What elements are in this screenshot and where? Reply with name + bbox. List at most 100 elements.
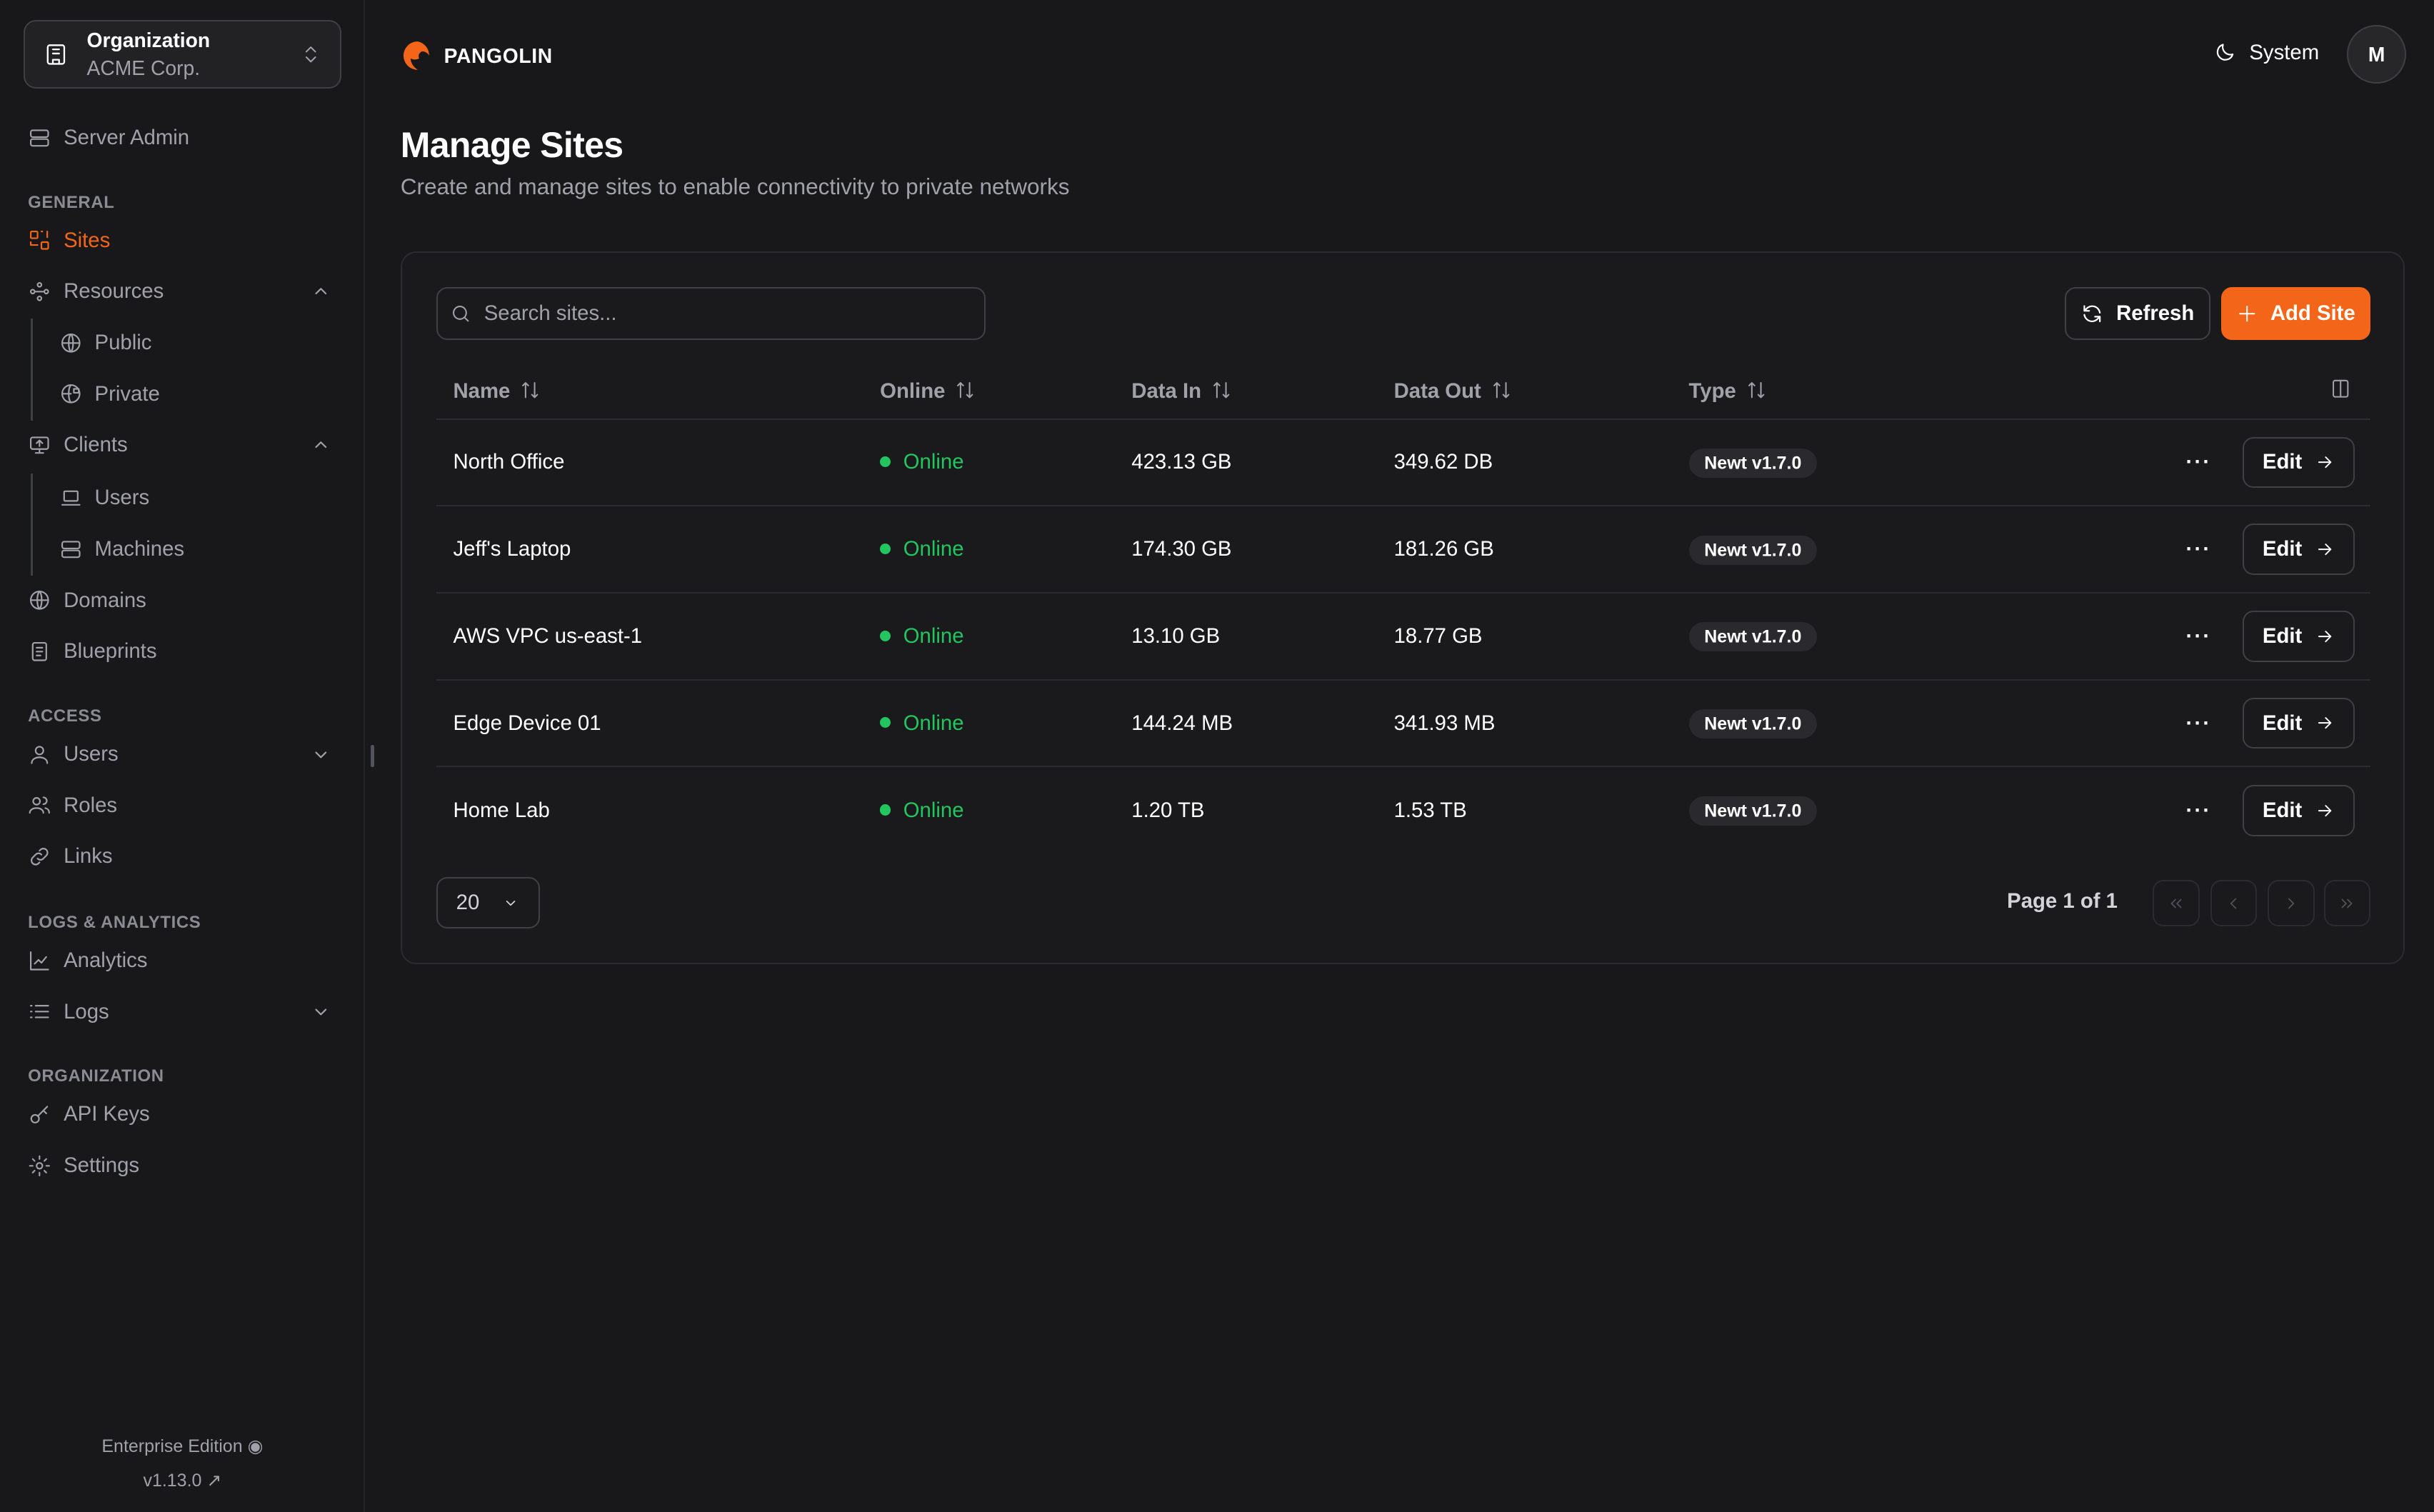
more-actions-button[interactable]: ··· — [2185, 450, 2212, 474]
header-label: Name — [453, 379, 511, 404]
column-header-type[interactable]: Type — [1671, 364, 1965, 420]
edition-label[interactable]: Enterprise Edition ◉ — [0, 1436, 365, 1457]
section-access: ACCESS — [28, 706, 102, 726]
columns-icon — [2333, 379, 2349, 398]
sidebar-item-machines[interactable]: Machines — [59, 537, 370, 561]
edit-button[interactable]: Edit — [2242, 784, 2355, 836]
header-label: Type — [1688, 379, 1736, 404]
sort-icon — [1213, 382, 1230, 399]
pangolin-logo-icon — [403, 41, 429, 71]
refresh-label: Refresh — [2116, 301, 2195, 325]
refresh-button[interactable]: Refresh — [2064, 286, 2210, 340]
sidebar-item-clients[interactable]: Clients — [28, 433, 339, 457]
edit-label: Edit — [2262, 711, 2303, 735]
site-name: Jeff's Laptop — [436, 506, 863, 594]
sidebar-item-client-users[interactable]: Users — [59, 486, 370, 510]
edit-button[interactable]: Edit — [2242, 697, 2355, 749]
add-site-button[interactable]: Add Site — [2221, 286, 2370, 340]
last-page-button[interactable] — [2323, 880, 2370, 927]
data-in: 144.24 MB — [1114, 679, 1377, 768]
chevrons-right-icon — [2341, 898, 2353, 908]
avatar[interactable]: M — [2347, 24, 2406, 84]
more-actions-button[interactable]: ··· — [2185, 711, 2212, 735]
search-icon — [452, 305, 469, 322]
table-row: Jeff's Laptop Online 174.30 GB 181.26 GB… — [436, 506, 2370, 594]
sidebar-item-public[interactable]: Public — [59, 331, 370, 355]
version-link[interactable]: v1.13.0 ↗ — [0, 1470, 365, 1491]
more-actions-button[interactable]: ··· — [2185, 537, 2212, 561]
chevron-down-icon — [314, 751, 326, 758]
page-size-select[interactable]: 20 — [436, 876, 541, 928]
data-in: 174.30 GB — [1114, 506, 1377, 594]
search-input[interactable]: Search sites... — [436, 286, 986, 340]
page-size-value: 20 — [456, 890, 480, 914]
data-out: 349.62 DB — [1376, 419, 1672, 507]
status-cell: Online — [863, 766, 1114, 853]
brand-logo[interactable]: PANGOLIN — [401, 39, 553, 73]
type-cell: Newt v1.7.0 — [1671, 506, 1965, 594]
status-cell: Online — [863, 593, 1115, 681]
status-text: Online — [903, 450, 964, 474]
page-subtitle: Create and manage sites to enable connec… — [400, 174, 1070, 200]
theme-toggle[interactable]: System — [2213, 41, 2319, 65]
sidebar-item-sites[interactable]: Sites — [28, 229, 339, 253]
sidebar-item-analytics[interactable]: Analytics — [28, 948, 339, 973]
edit-button[interactable]: Edit — [2242, 436, 2355, 489]
column-header-online[interactable]: Online — [863, 364, 1115, 420]
globe-icon — [30, 591, 49, 611]
sidebar-item-settings[interactable]: Settings — [28, 1153, 339, 1178]
org-switcher[interactable]: Organization ACME Corp. — [23, 20, 342, 89]
sidebar-item-blueprints[interactable]: Blueprints — [28, 639, 339, 664]
edit-button[interactable]: Edit — [2242, 611, 2355, 662]
tree-line — [31, 473, 33, 576]
type-cell: Newt v1.7.0 — [1671, 593, 1965, 681]
prev-page-button[interactable] — [2210, 880, 2258, 927]
label: Private — [94, 381, 160, 406]
sidebar-item-logs[interactable]: Logs — [28, 1000, 339, 1024]
status-text: Online — [903, 711, 964, 735]
column-header-data-in[interactable]: Data In — [1114, 364, 1377, 420]
sidebar-item-domains[interactable]: Domains — [28, 589, 339, 613]
column-header-name[interactable]: Name — [436, 364, 863, 420]
more-actions-button[interactable]: ··· — [2185, 798, 2212, 822]
sidebar-item-api-keys[interactable]: API Keys — [28, 1102, 339, 1126]
add-site-label: Add Site — [2270, 301, 2355, 325]
label: Users — [94, 486, 150, 510]
type-badge: Newt v1.7.0 — [1688, 535, 1818, 565]
edit-label: Edit — [2262, 537, 2303, 561]
page-title: Manage Sites — [400, 124, 623, 165]
laptop-icon — [61, 490, 81, 506]
status-text: Online — [903, 537, 964, 561]
site-name: AWS VPC us-east-1 — [436, 593, 863, 681]
server-icon — [61, 541, 81, 558]
column-header-data-out[interactable]: Data Out — [1376, 364, 1672, 420]
refresh-icon — [2083, 304, 2101, 322]
theme-label: System — [2249, 40, 2320, 64]
table-row: AWS VPC us-east-1 Online 13.10 GB 18.77 … — [436, 593, 2370, 681]
first-page-button[interactable] — [2153, 880, 2200, 927]
edit-button[interactable]: Edit — [2242, 524, 2355, 576]
sidebar-resize-handle[interactable] — [371, 745, 374, 767]
sidebar-item-users[interactable]: Users — [28, 742, 339, 766]
sidebar-item-private[interactable]: Private — [59, 382, 370, 406]
header-label: Online — [880, 379, 946, 404]
sidebar-item-links[interactable]: Links — [28, 844, 339, 868]
sidebar-item-server-admin[interactable]: Server Admin — [28, 126, 339, 150]
type-badge: Newt v1.7.0 — [1688, 448, 1818, 478]
next-page-button[interactable] — [2268, 880, 2315, 927]
more-actions-button[interactable]: ··· — [2185, 624, 2212, 648]
table-row: North Office Online 423.13 GB 349.62 DB … — [436, 419, 2370, 507]
sidebar-item-resources[interactable]: Resources — [28, 279, 339, 304]
server-icon — [30, 129, 49, 146]
actions-cell: ··· Edit — [1964, 766, 2370, 853]
column-toggle[interactable] — [1964, 364, 2370, 420]
label: Logs — [64, 999, 109, 1023]
data-out: 181.26 GB — [1376, 506, 1672, 594]
status-dot — [880, 630, 891, 641]
header-label: Data In — [1131, 379, 1202, 404]
status-cell: Online — [863, 679, 1115, 768]
actions-cell: ··· Edit — [1964, 679, 2370, 768]
globe-icon — [61, 333, 81, 353]
label: Users — [64, 741, 119, 766]
sidebar-item-roles[interactable]: Roles — [28, 793, 339, 818]
